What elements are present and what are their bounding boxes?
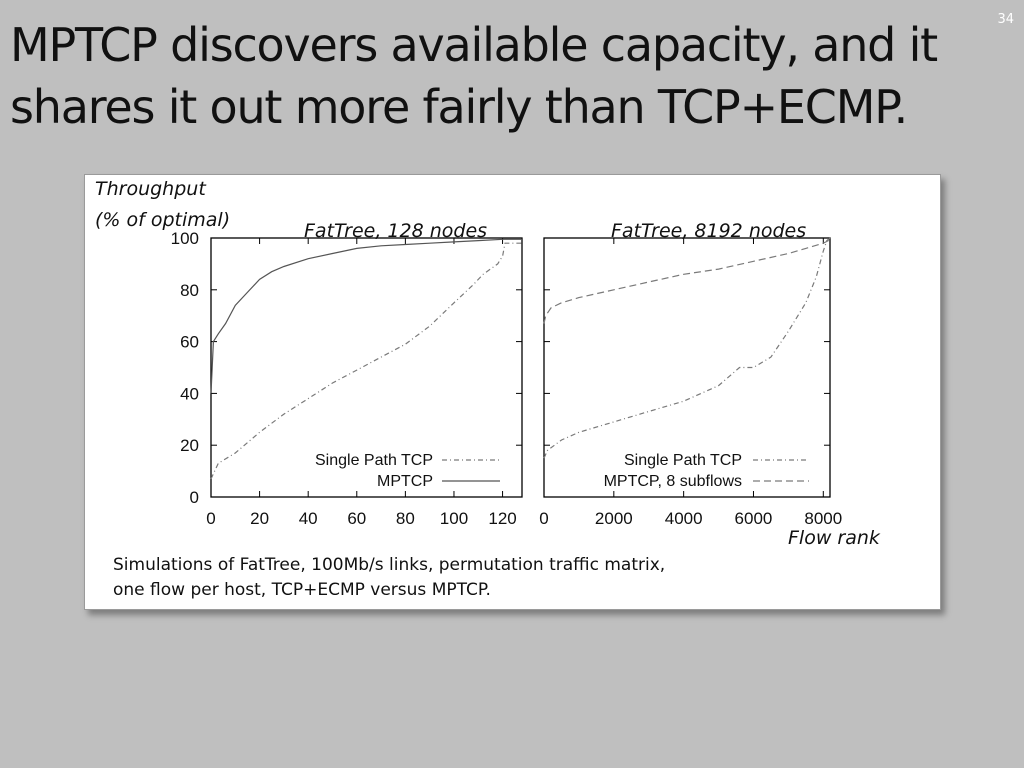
y-tick-label: 40 [180,384,199,403]
x-tick-label: 120 [488,509,516,528]
figure-panel: Throughput (% of optimal) Flow rank 0 20 4… [84,174,941,610]
chart-1: 0 20 40 60 80 100 0 20 40 60 80 100 120 Single Path T… [171,220,523,528]
series-line-2 [543,237,831,324]
legend-label: Single Path TCP [624,452,742,469]
x-tick-label: 100 [440,509,468,528]
slide-title-line-2: shares it out more fairly than TCP+ECMP. [10,80,908,134]
plot-frame [543,237,831,498]
figure-caption: Simulations of FatTree, 100Mb/s links, p… [113,553,753,603]
legend-label: MPTCP [377,473,433,490]
chart-title: FatTree, 8192 nodes [611,220,806,242]
x-tick-label: 40 [299,509,318,528]
slide-title-line-1: MPTCP discovers available capacity, and … [10,18,938,72]
plot-frame [210,237,523,498]
chart-2: 0 2000 4000 6000 8000 Single Path TCP MPTCP, 8… [539,220,842,528]
x-tick-label: 0 [539,509,548,528]
y-axis-label-line-1: Throughput [95,178,207,200]
x-tick-label: 20 [250,509,269,528]
legend-label: MPTCP, 8 subflows [604,473,742,490]
y-tick-label: 80 [180,281,199,300]
x-tick-label: 8000 [804,509,842,528]
chart-figure: Throughput (% of optimal) Flow rank 0 20 4… [95,178,881,549]
slide-title: MPTCP discovers available capacity, and … [10,14,1010,138]
series-line-2 [210,238,522,394]
x-axis-label: Flow rank [788,527,881,549]
x-tick-label: 6000 [735,509,773,528]
y-tick-label: 60 [180,333,199,352]
x-tick-label: 60 [347,509,366,528]
x-tick-label: 80 [396,509,415,528]
charts-group: 0 20 40 60 80 100 0 20 40 60 80 100 120 Single Path T… [171,220,843,528]
y-tick-label: 20 [180,436,199,455]
x-tick-label: 2000 [595,509,633,528]
y-axis-label-line-2: (% of optimal) [95,209,230,231]
legend-label: Single Path TCP [315,452,433,469]
slide-number: 34 [997,12,1014,27]
series-line-1 [210,242,522,480]
x-tick-label: 4000 [665,509,703,528]
caption-line-2: one flow per host, TCP+ECMP versus MPTCP… [113,580,491,600]
y-tick-label: 0 [190,488,199,507]
x-tick-label: 0 [206,509,215,528]
chart-title: FatTree, 128 nodes [304,220,487,242]
y-tick-label: 100 [171,229,199,248]
caption-line-1: Simulations of FatTree, 100Mb/s links, p… [113,555,666,575]
series-line-1 [543,237,831,459]
